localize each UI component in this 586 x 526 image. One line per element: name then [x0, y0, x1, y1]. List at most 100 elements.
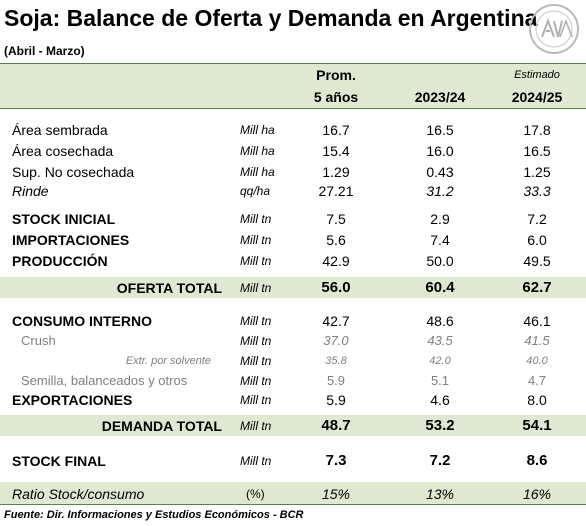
- ratio-band: [0, 482, 586, 504]
- row-value-2024-25: 17.8: [523, 122, 551, 138]
- row-unit: Mill ha: [240, 144, 275, 158]
- row-unit: Mill ha: [240, 123, 275, 137]
- table-bottom-rule: [0, 504, 586, 505]
- row-label: Extr. por solvente: [125, 355, 211, 367]
- table-row-total: OFERTA TOTAL Mill tn 56.0 60.4 62.7: [0, 278, 586, 298]
- row-value-2023-24: 16.5: [426, 122, 454, 138]
- row-value-2024-25: 7.2: [527, 211, 547, 227]
- table-row: STOCK FINAL Mill tn 7.3 7.2 8.6: [0, 451, 586, 471]
- row-value-prom: 56.0: [321, 279, 351, 296]
- row-label: Ratio Stock/consumo: [12, 486, 145, 502]
- row-value-2023-24: 7.2: [429, 452, 451, 469]
- table-row: Área sembrada Mill ha 16.7 16.5 17.8: [0, 120, 586, 140]
- table-row: Rinde qq/ha 27.21 31.2 33.3: [0, 181, 586, 201]
- row-unit: Mill tn: [240, 314, 272, 328]
- row-value-prom: 37.0: [323, 333, 349, 348]
- row-value-2023-24: 60.4: [425, 279, 455, 296]
- row-value-prom: 5.9: [326, 392, 346, 408]
- row-value-2023-24: 13%: [425, 486, 455, 502]
- row-value-2023-24: 50.0: [426, 253, 454, 269]
- row-value-2023-24: 48.6: [426, 313, 454, 329]
- table-row: Sup. No cosechada Mill ha 1.29 0.43 1.25: [0, 162, 586, 182]
- row-unit: (%): [246, 487, 265, 501]
- row-value-2023-24: 16.0: [426, 143, 454, 159]
- header-5-anos-label: 5 años: [313, 89, 359, 105]
- row-value-2023-24: 53.2: [425, 417, 455, 434]
- row-label: PRODUCCIÓN: [12, 253, 108, 269]
- row-value-2023-24: 0.43: [426, 164, 454, 180]
- row-value-2023-24: 2.9: [430, 211, 450, 227]
- row-label: Semilla, balanceados y otros: [21, 373, 188, 388]
- row-unit: qq/ha: [240, 184, 271, 198]
- row-value-prom: 7.5: [326, 211, 346, 227]
- table-row: IMPORTACIONES Mill tn 5.6 7.4 6.0: [0, 230, 586, 250]
- row-label: EXPORTACIONES: [12, 392, 133, 408]
- row-label: Área cosechada: [12, 143, 114, 159]
- table-row: Área cosechada Mill ha 15.4 16.0 16.5: [0, 141, 586, 161]
- row-value-2023-24: 31.2: [426, 183, 454, 199]
- row-value-2024-25: 16%: [522, 486, 552, 502]
- row-value-2024-25: 41.5: [524, 333, 550, 348]
- table-row: Extr. por solvente Mill tn 35.8 42.0 40.…: [0, 351, 586, 371]
- header-2023-24-label: 2023/24: [414, 89, 466, 105]
- table-header: [0, 63, 586, 109]
- row-value-prom: 27.21: [318, 183, 354, 199]
- row-label: IMPORTACIONES: [12, 232, 130, 248]
- row-value-2024-25: 8.0: [527, 392, 547, 408]
- table-row: EXPORTACIONES Mill tn 5.9 4.6 8.0: [0, 390, 586, 410]
- row-value-2024-25: 40.0: [526, 355, 548, 367]
- row-label: Rinde: [12, 183, 49, 199]
- row-value-2024-25: 49.5: [523, 253, 551, 269]
- row-value-prom: 48.7: [321, 417, 351, 434]
- table-row: PRODUCCIÓN Mill tn 42.9 50.0 49.5: [0, 251, 586, 271]
- header-2024-25-label: 2024/25: [511, 89, 563, 105]
- row-value-2023-24: 43.5: [427, 333, 453, 348]
- row-value-2024-25: 1.25: [523, 164, 551, 180]
- bcr-seal-icon: [529, 4, 579, 54]
- row-unit: Mill tn: [240, 354, 272, 368]
- row-value-2024-25: 8.6: [526, 452, 548, 469]
- row-value-2024-25: 6.0: [527, 232, 547, 248]
- row-unit: Mill tn: [240, 254, 272, 268]
- table-row: Semilla, balanceados y otros Mill tn 5.9…: [0, 371, 586, 391]
- table-row-ratio: Ratio Stock/consumo (%) 15% 13% 16%: [0, 484, 586, 504]
- table-row: STOCK INICIAL Mill tn 7.5 2.9 7.2: [0, 209, 586, 229]
- row-label: Crush: [21, 333, 56, 348]
- row-unit: Mill ha: [240, 165, 275, 179]
- row-value-2024-25: 62.7: [522, 279, 552, 296]
- row-value-2023-24: 42.0: [429, 355, 451, 367]
- header-prom-label: Prom.: [316, 67, 356, 83]
- row-value-2023-24: 7.4: [430, 232, 450, 248]
- row-label: STOCK INICIAL: [12, 211, 116, 227]
- row-value-2024-25: 54.1: [522, 417, 552, 434]
- row-unit: Mill tn: [240, 374, 272, 388]
- row-value-prom: 42.9: [322, 253, 350, 269]
- demanda-total-band: [0, 415, 586, 436]
- row-unit: Mill tn: [240, 419, 272, 433]
- row-value-prom: 16.7: [322, 122, 350, 138]
- row-value-prom: 35.8: [325, 355, 347, 367]
- row-value-prom: 5.6: [326, 232, 346, 248]
- row-value-prom: 15.4: [322, 143, 350, 159]
- row-value-2024-25: 46.1: [523, 313, 551, 329]
- row-value-prom: 42.7: [322, 313, 350, 329]
- row-label: Área sembrada: [12, 122, 108, 138]
- row-value-prom: 7.3: [325, 452, 347, 469]
- row-value-2024-25: 33.3: [523, 183, 551, 199]
- table-row: Crush Mill tn 37.0 43.5 41.5: [0, 331, 586, 351]
- row-value-2024-25: 16.5: [523, 143, 551, 159]
- table-row: CONSUMO INTERNO Mill tn 42.7 48.6 46.1: [0, 311, 586, 331]
- header-estimado-note: Estimado: [514, 69, 560, 81]
- row-value-prom: 1.29: [322, 164, 350, 180]
- row-value-2023-24: 5.1: [430, 373, 450, 388]
- row-label: Sup. No cosechada: [12, 164, 135, 180]
- row-unit: Mill tn: [240, 212, 272, 226]
- row-unit: Mill tn: [240, 454, 272, 468]
- row-value-2023-24: 4.6: [430, 392, 450, 408]
- row-unit: Mill tn: [240, 233, 272, 247]
- row-unit: Mill tn: [240, 334, 272, 348]
- page-title: Soja: Balance de Oferta y Demanda en Arg…: [4, 5, 538, 31]
- row-unit: Mill tn: [240, 281, 272, 295]
- table-row-total: DEMANDA TOTAL Mill tn 48.7 53.2 54.1: [0, 416, 586, 436]
- row-label: DEMANDA TOTAL: [101, 418, 222, 434]
